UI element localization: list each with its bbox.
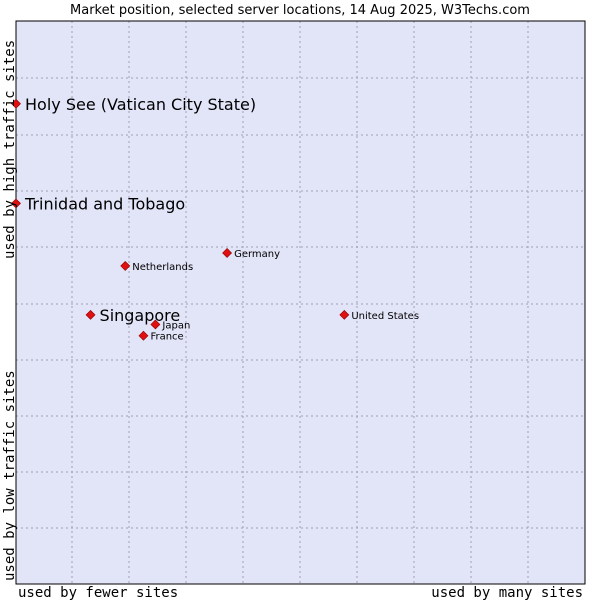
data-point-marker: [138, 330, 149, 341]
data-point-marker: [85, 309, 96, 320]
data-point-label: Japan: [161, 320, 190, 331]
y-axis-label-bottom: used by low traffic sites: [2, 370, 18, 581]
x-axis-label-right: used by many sites: [431, 585, 583, 600]
data-point-label: Holy See (Vatican City State): [25, 95, 256, 114]
data-point-group: Holy See (Vatican City State): [11, 95, 256, 114]
x-axis-label-left: used by fewer sites: [18, 585, 178, 600]
data-points: Holy See (Vatican City State) Trinidad an…: [11, 95, 419, 343]
chart-title: Market position, selected server locatio…: [70, 3, 530, 18]
plot-border: [15, 20, 586, 585]
data-point-group: Trinidad and Tobago: [11, 194, 185, 213]
data-point-label: Trinidad and Tobago: [24, 194, 185, 213]
data-point-marker: [339, 309, 350, 320]
data-point-group: Japan: [150, 319, 190, 331]
data-point-group: United States: [339, 309, 419, 322]
data-point-label: Singapore: [100, 306, 181, 325]
data-point-label: United States: [351, 311, 419, 322]
data-point-group: France: [138, 330, 184, 343]
data-point-label: Netherlands: [132, 262, 193, 273]
data-point-marker: [222, 248, 233, 258]
data-point-group: Germany: [222, 248, 280, 260]
data-point-group: Netherlands: [120, 260, 193, 273]
data-point-group: Singapore: [85, 306, 181, 325]
data-point-label: Germany: [234, 249, 280, 260]
data-point-marker: [11, 98, 21, 109]
data-point-marker: [11, 198, 21, 209]
y-axis-label-top: used by high traffic sites: [2, 40, 18, 259]
data-point-marker: [120, 260, 131, 271]
data-point-marker: [150, 319, 161, 330]
data-point-label: France: [150, 332, 183, 343]
grid-lines: [16, 21, 585, 584]
